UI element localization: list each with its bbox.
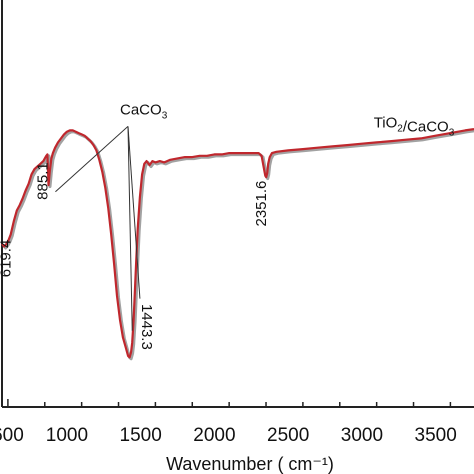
x-tick-labels: 600 1000 1500 2000 2500 3000 3500: [0, 425, 457, 446]
x-tick-label: 1000: [46, 425, 88, 446]
axes: [1, 0, 474, 408]
annotation-label: 619.4: [0, 240, 15, 278]
x-axis-label: Wavenumber ( cm⁻¹): [166, 454, 334, 474]
x-tick-label: 3000: [341, 425, 383, 446]
spectrum-shadow: [2, 129, 474, 361]
annotation-label: TiO2/CaCO3: [374, 115, 455, 139]
series-shadow: [2, 129, 474, 361]
leader-line: [127, 126, 141, 299]
leader-line: [55, 125, 129, 193]
annotation-label: 885.1: [34, 162, 51, 200]
series-line: [1, 128, 474, 359]
x-tick-label: 3500: [415, 425, 457, 446]
annotations: CaCO3 TiO2/CaCO3 619.4 885.1 1443.3 2351.6: [0, 101, 455, 349]
x-tick-label: 2500: [267, 425, 309, 446]
annotation-label: CaCO3: [120, 101, 168, 121]
leader-line: [127, 126, 133, 331]
annotation-label: 1443.3: [138, 304, 155, 350]
x-tick-label: 1500: [120, 425, 162, 446]
annotation-label: 2351.6: [253, 181, 270, 227]
x-tick-label: 600: [0, 425, 24, 446]
x-tick-label: 2000: [193, 425, 235, 446]
series-layer: [1, 128, 474, 359]
